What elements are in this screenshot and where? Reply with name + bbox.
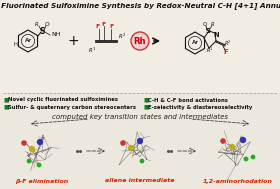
Circle shape <box>128 145 134 151</box>
Text: ■: ■ <box>143 105 148 109</box>
Text: Cyclic Fluorinated Sulfoximine Synthesis by Redox-Neutral C-H [4+1] Annulation: Cyclic Fluorinated Sulfoximine Synthesis… <box>0 3 280 10</box>
Text: S: S <box>39 26 45 36</box>
Text: NH: NH <box>51 33 60 37</box>
Text: N: N <box>213 32 219 38</box>
Circle shape <box>120 140 126 146</box>
Text: ■: ■ <box>3 98 8 102</box>
Circle shape <box>27 159 31 163</box>
Text: allene intermediate: allene intermediate <box>105 178 175 184</box>
Text: $R^2$: $R^2$ <box>118 31 126 41</box>
Text: S: S <box>206 28 211 34</box>
Text: ■: ■ <box>3 105 8 109</box>
Text: Novel cyclic fluorinated sulfoximines: Novel cyclic fluorinated sulfoximines <box>8 98 118 102</box>
Circle shape <box>21 140 27 146</box>
Text: E-selectivity & diastereoselectivity: E-selectivity & diastereoselectivity <box>148 105 252 109</box>
Text: $R^2$: $R^2$ <box>224 38 232 48</box>
Text: F: F <box>102 22 106 26</box>
Text: F: F <box>95 25 99 29</box>
Text: H: H <box>13 42 17 46</box>
Text: R: R <box>35 22 39 26</box>
Text: Sulfur- & quaternary carbon stereocenters: Sulfur- & quaternary carbon stereocenter… <box>8 105 136 109</box>
Circle shape <box>131 32 149 50</box>
Text: O: O <box>203 22 207 28</box>
Circle shape <box>240 137 246 143</box>
Text: F: F <box>224 49 228 55</box>
Text: F: F <box>109 25 113 29</box>
Text: 1,2-aminorhodation: 1,2-aminorhodation <box>203 178 273 184</box>
Circle shape <box>220 138 226 144</box>
Text: computed key transition states and intermediates: computed key transition states and inter… <box>52 114 228 120</box>
Circle shape <box>37 139 43 145</box>
Text: O: O <box>45 22 49 28</box>
Text: $R^1$: $R^1$ <box>206 45 214 55</box>
Circle shape <box>137 138 143 144</box>
Bar <box>0 93 280 189</box>
Text: ■: ■ <box>143 98 148 102</box>
Circle shape <box>37 163 41 167</box>
Circle shape <box>29 146 35 152</box>
Text: R: R <box>211 22 215 28</box>
Circle shape <box>229 144 235 150</box>
Text: Ar: Ar <box>25 39 31 43</box>
Text: C-H & C-F bond activations: C-H & C-F bond activations <box>148 98 228 102</box>
Text: Rh: Rh <box>134 36 146 46</box>
Text: $R^1$: $R^1$ <box>88 45 96 55</box>
Text: +: + <box>67 34 79 48</box>
Text: Ar: Ar <box>192 40 199 46</box>
Text: β-F elimination: β-F elimination <box>15 178 69 184</box>
Circle shape <box>244 157 248 161</box>
Circle shape <box>251 155 255 159</box>
Circle shape <box>140 159 144 163</box>
